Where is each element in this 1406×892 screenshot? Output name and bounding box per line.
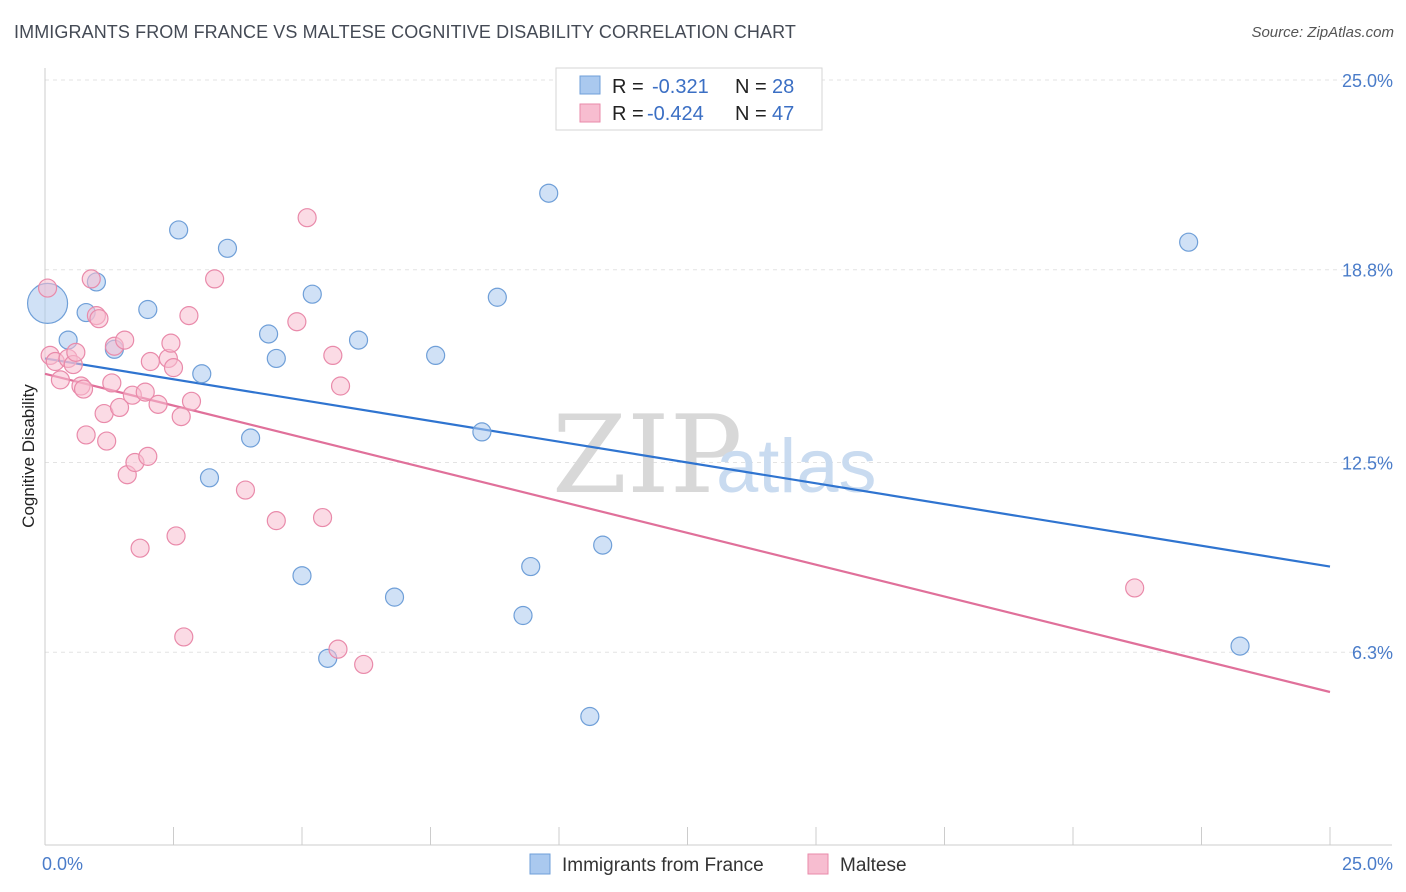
point-maltese-41: [323, 345, 343, 365]
point-france-7: [192, 364, 212, 384]
point-maltese-15: [102, 373, 122, 393]
point-maltese-30: [166, 526, 186, 546]
y-tick-label-1: 12.5%: [1342, 454, 1393, 474]
point-maltese-26: [148, 394, 168, 414]
point-maltese-32: [174, 627, 194, 647]
bottom-swatch-france: [529, 853, 551, 875]
bottom-legend-maltese: Maltese: [840, 855, 907, 876]
point-france-17: [384, 587, 405, 607]
point-france-26: [1179, 232, 1199, 252]
point-maltese-23: [135, 382, 155, 402]
point-maltese-31: [171, 407, 191, 427]
trend-lines: [44, 357, 1331, 694]
point-maltese-37: [266, 511, 286, 531]
point-maltese-9: [76, 425, 96, 445]
point-france-19: [472, 422, 492, 442]
point-france-13: [292, 566, 312, 586]
legend-r-value-1: -0.321: [652, 76, 709, 98]
point-maltese-3: [50, 370, 71, 390]
x-tick-label-0: 0.0%: [42, 854, 83, 874]
legend-r-label-2: R =: [612, 103, 644, 125]
point-france-23: [539, 183, 559, 203]
correlation-legend: R = -0.321 N = 28 R = -0.424 N = 47: [555, 67, 823, 131]
x-tick-label-1: 25.0%: [1342, 854, 1393, 874]
point-france-27: [1230, 636, 1250, 656]
point-maltese-34: [181, 391, 202, 411]
point-france-9: [199, 468, 220, 488]
legend-swatch-maltese: [579, 103, 601, 123]
point-maltese-45: [1125, 578, 1145, 598]
point-maltese-8: [73, 379, 94, 399]
point-france-6: [169, 220, 189, 240]
point-france-11: [258, 324, 279, 344]
point-maltese-25: [140, 351, 160, 372]
point-maltese-12: [89, 309, 109, 329]
y-axis-label: Cognitive Disability: [19, 384, 38, 528]
data-points: [26, 183, 1250, 727]
point-france-21: [513, 605, 533, 626]
point-france-14: [302, 284, 322, 304]
point-maltese-38: [287, 312, 307, 332]
legend-n-value-2: 47: [772, 103, 794, 125]
point-maltese-36: [235, 480, 256, 500]
bottom-swatch-maltese: [807, 853, 829, 875]
point-france-12: [266, 348, 286, 369]
gridlines: [45, 79, 1392, 653]
y-tick-label-2: 18.8%: [1342, 261, 1393, 281]
point-france-16: [348, 330, 369, 350]
legend-n-value-1: 28: [772, 76, 794, 98]
point-france-25: [593, 535, 613, 555]
point-france-5: [138, 299, 158, 320]
point-maltese-42: [328, 639, 348, 659]
legend-n-label-2: N =: [735, 103, 767, 125]
point-france-10: [241, 428, 261, 448]
point-maltese-22: [130, 538, 150, 558]
chart-title: IMMIGRANTS FROM FRANCE VS MALTESE COGNIT…: [14, 22, 796, 42]
y-tick-label-3: 25.0%: [1342, 71, 1393, 91]
point-france-8: [217, 238, 238, 258]
point-maltese-0: [37, 278, 58, 298]
series-legend: Immigrants from France Maltese: [529, 853, 907, 876]
legend-r-label-1: R =: [612, 76, 644, 98]
point-maltese-44: [354, 654, 374, 675]
y-tick-labels: 6.3% 12.5% 18.8% 25.0%: [1342, 71, 1393, 663]
point-maltese-29: [163, 358, 184, 378]
point-france-22: [521, 556, 541, 577]
point-maltese-43: [330, 376, 351, 396]
trend-line-france: [44, 357, 1331, 568]
point-maltese-18: [115, 330, 135, 350]
point-maltese-39: [297, 208, 317, 228]
x-tick-labels: 0.0% 25.0%: [42, 854, 1393, 874]
legend-n-label-1: N =: [735, 76, 767, 98]
point-maltese-35: [205, 269, 225, 289]
point-maltese-14: [97, 431, 117, 451]
point-maltese-28: [161, 333, 181, 353]
source-credit: Source: ZipAtlas.com: [1251, 24, 1394, 41]
y-tick-label-0: 6.3%: [1352, 643, 1393, 663]
point-maltese-24: [138, 446, 158, 466]
axes: [44, 68, 1392, 846]
trend-line-maltese: [44, 372, 1331, 694]
watermark-atlas: atlas: [716, 424, 877, 509]
bottom-legend-france: Immigrants from France: [562, 855, 764, 876]
legend-swatch-france: [579, 75, 601, 95]
point-france-18: [426, 345, 446, 365]
point-maltese-10: [81, 269, 101, 289]
point-france-24: [580, 706, 600, 727]
point-france-20: [487, 287, 507, 307]
point-maltese-40: [312, 507, 333, 528]
point-maltese-33: [179, 306, 199, 326]
point-maltese-17: [109, 397, 130, 418]
legend-r-value-2: -0.424: [647, 103, 704, 125]
point-maltese-6: [66, 342, 86, 362]
